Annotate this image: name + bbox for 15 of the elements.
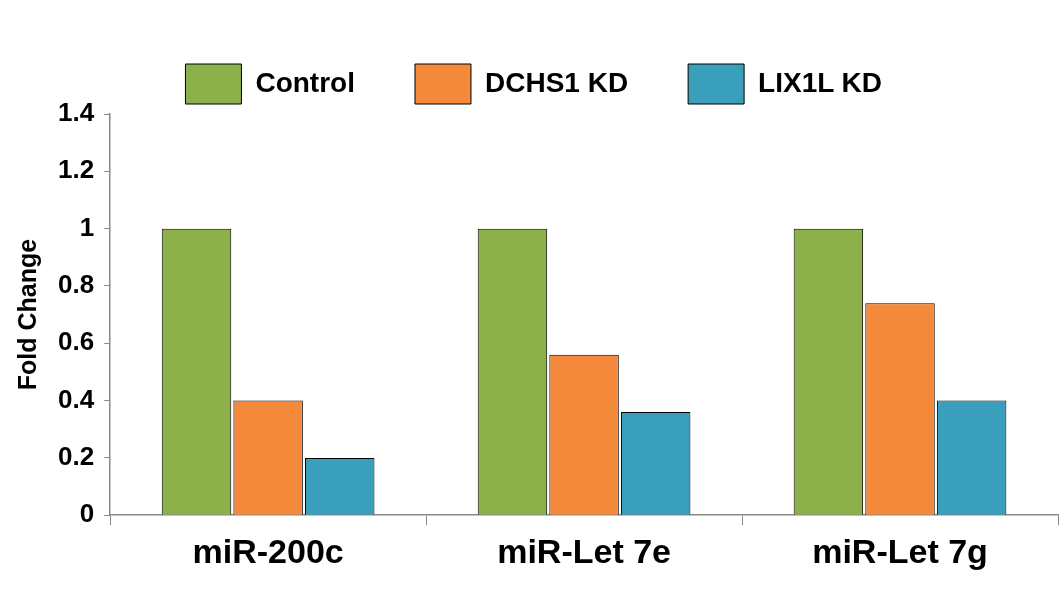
y-tick-label: 0.4 bbox=[57, 383, 95, 414]
x-tick-label: miR-200c bbox=[192, 531, 344, 570]
legend-label: Control bbox=[255, 66, 355, 98]
y-tick-label: 0.6 bbox=[57, 326, 95, 357]
legend-label: LIX1L KD bbox=[758, 66, 883, 98]
y-tick-label: 0 bbox=[79, 498, 95, 529]
legend-label: DCHS1 KD bbox=[484, 66, 629, 98]
y-tick-label: 1 bbox=[79, 211, 95, 242]
y-axis-title: Fold Change bbox=[12, 238, 41, 391]
y-tick-label: 0.2 bbox=[57, 441, 95, 472]
x-tick-label: miR-Let 7g bbox=[812, 531, 988, 570]
y-tick-label: 1.2 bbox=[57, 154, 95, 185]
x-tick-label: miR-Let 7e bbox=[497, 531, 671, 570]
y-tick-label: 0.8 bbox=[57, 269, 95, 300]
y-tick-label: 1.4 bbox=[57, 97, 95, 128]
